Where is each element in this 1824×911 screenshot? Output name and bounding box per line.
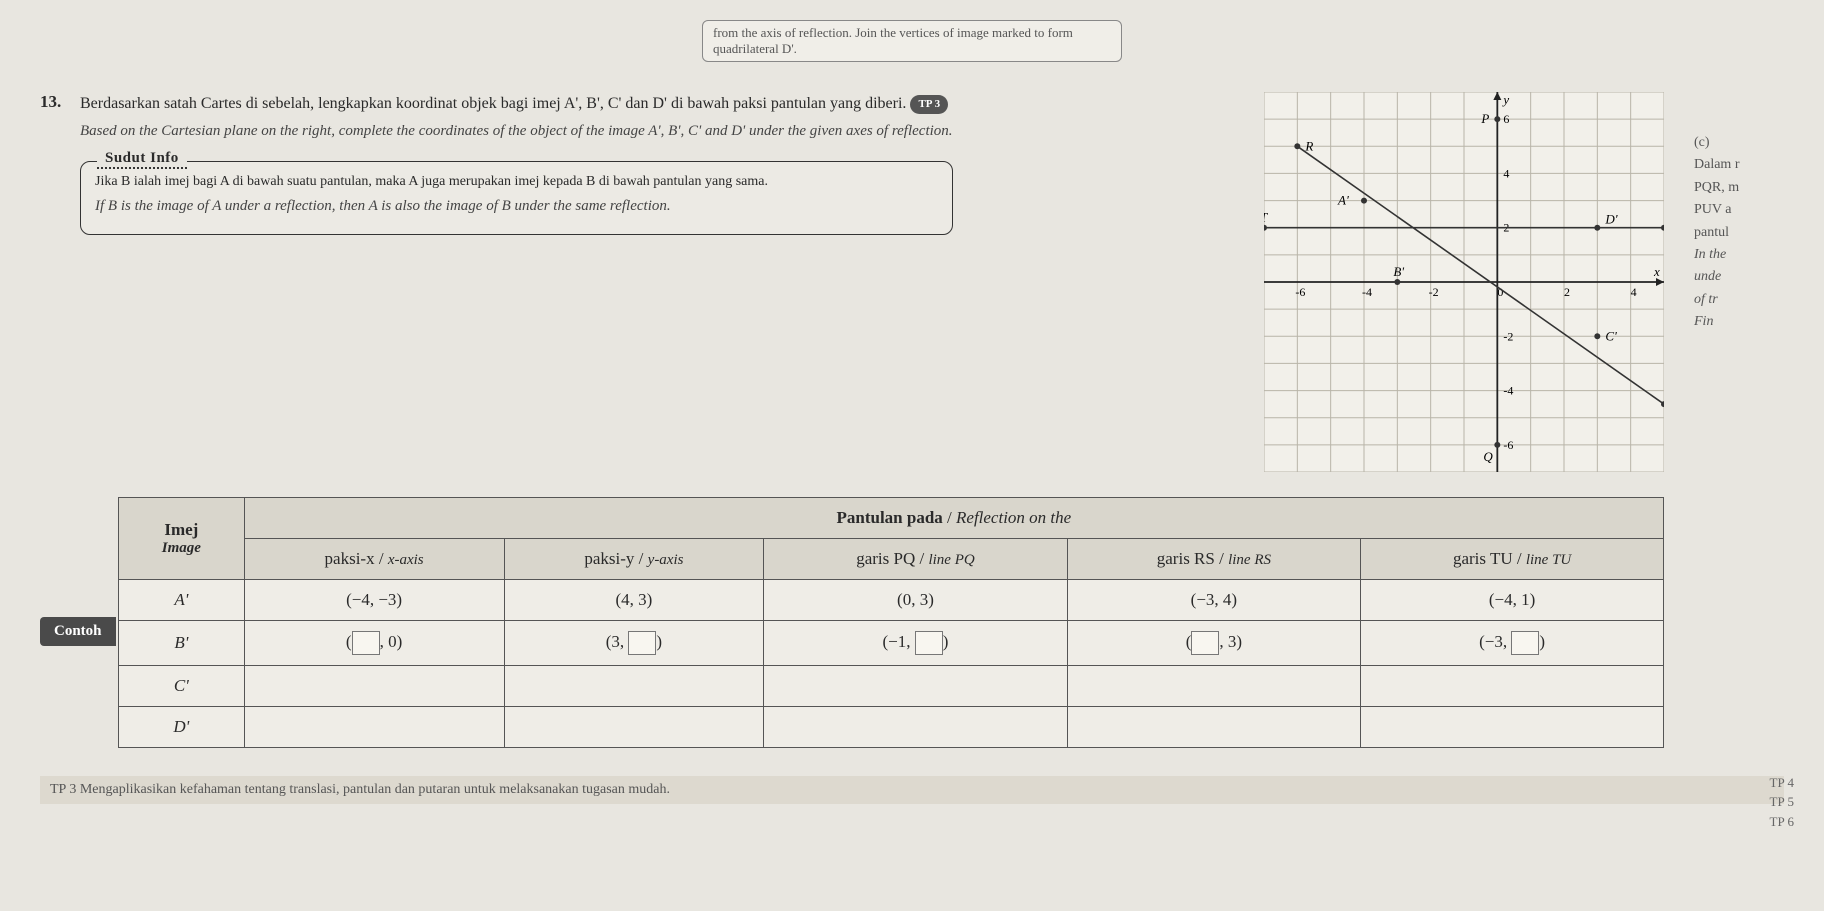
row-label: B' — [119, 621, 245, 666]
question-english: Based on the Cartesian plane on the righ… — [80, 120, 953, 143]
svg-text:B': B' — [1393, 264, 1404, 279]
question-column: 13. Berdasarkan satah Cartes di sebelah,… — [40, 92, 1234, 235]
graph-column: xy-6-4-2024-6-4-2246PQRSTUA'B'C'D' — [1264, 92, 1664, 477]
row-label: A' — [119, 580, 245, 621]
sudut-english: If B is the image of A under a reflectio… — [95, 196, 938, 218]
row-label: C' — [119, 666, 245, 707]
svg-text:-4: -4 — [1503, 384, 1513, 398]
svg-text:A': A' — [1337, 193, 1349, 208]
rm-l5: In the — [1694, 244, 1784, 266]
svg-text:C': C' — [1605, 328, 1617, 343]
cell — [1067, 707, 1361, 748]
th-col-4: garis TU / line TU — [1361, 539, 1664, 580]
svg-text:T: T — [1264, 210, 1268, 225]
svg-text:-6: -6 — [1503, 438, 1513, 452]
rm-l4: pantul — [1694, 222, 1784, 244]
svg-text:4: 4 — [1503, 166, 1509, 180]
table-row: C' — [119, 666, 1664, 707]
table-row: B'(, 0)(3, )(−1, )(, 3)(−3, ) — [119, 621, 1664, 666]
svg-text:4: 4 — [1631, 285, 1637, 299]
rm-l7: of tr — [1694, 289, 1784, 311]
cell — [764, 707, 1067, 748]
blank-box[interactable] — [352, 631, 380, 655]
th-col-2: garis PQ / line PQ — [764, 539, 1067, 580]
sudut-malay: Jika B ialah imej bagi A di bawah suatu … — [95, 172, 938, 192]
cell — [504, 666, 764, 707]
th-col-1: paksi-y / y-axis — [504, 539, 764, 580]
footer-note: TP 3 Mengaplikasikan kefahaman tentang t… — [40, 776, 1784, 804]
blank-box[interactable] — [1191, 631, 1219, 655]
contoh-label: Contoh — [40, 617, 116, 646]
svg-text:2: 2 — [1564, 285, 1570, 299]
th-reflection-header: Pantulan pada / Reflection on the — [244, 498, 1663, 539]
cell: (, 3) — [1067, 621, 1361, 666]
cell: (4, 3) — [504, 580, 764, 621]
cell — [244, 707, 504, 748]
cell — [1361, 707, 1664, 748]
cell: (−4, −3) — [244, 580, 504, 621]
th-imej: Imej Image — [119, 498, 245, 580]
svg-text:-4: -4 — [1362, 285, 1372, 299]
cell: (−4, 1) — [1361, 580, 1664, 621]
rm-l8: Fin — [1694, 311, 1784, 333]
svg-text:R: R — [1304, 138, 1313, 153]
cell: (−3, 4) — [1067, 580, 1361, 621]
cell: (−1, ) — [764, 621, 1067, 666]
row-label: D' — [119, 707, 245, 748]
rm-l3: PUV a — [1694, 199, 1784, 221]
cell — [244, 666, 504, 707]
blank-box[interactable] — [1511, 631, 1539, 655]
answer-table: Imej Image Pantulan pada / Reflection on… — [118, 497, 1664, 748]
svg-text:-6: -6 — [1295, 285, 1305, 299]
right-margin-snippet: (c) Dalam r PQR, m PUV a pantul In the u… — [1694, 92, 1784, 334]
cell — [1067, 666, 1361, 707]
svg-text:y: y — [1501, 92, 1509, 107]
cell: (, 0) — [244, 621, 504, 666]
table-wrapper: Contoh Imej Image Pantulan pada / Reflec… — [118, 497, 1664, 748]
blank-box[interactable] — [915, 631, 943, 655]
top-instruction-text: from the axis of reflection. Join the ve… — [713, 25, 1073, 56]
rm-c: (c) — [1694, 132, 1784, 154]
cell — [504, 707, 764, 748]
svg-text:-2: -2 — [1503, 329, 1513, 343]
rm-l2: PQR, m — [1694, 177, 1784, 199]
rm-l6: unde — [1694, 266, 1784, 288]
tp-badge: TP 3 — [910, 95, 948, 114]
th-reflection-main: Pantulan pada — [836, 508, 942, 527]
th-imej-sub: Image — [127, 540, 236, 557]
tp5: TP 5 — [1770, 792, 1794, 812]
cell: (−3, ) — [1361, 621, 1664, 666]
cell — [1361, 666, 1664, 707]
question-malay: Berdasarkan satah Cartes di sebelah, len… — [80, 95, 906, 112]
tp6: TP 6 — [1770, 812, 1794, 832]
th-col-3: garis RS / line RS — [1067, 539, 1361, 580]
table-row: A'(−4, −3)(4, 3)(0, 3)(−3, 4)(−4, 1) — [119, 580, 1664, 621]
svg-text:x: x — [1653, 264, 1660, 279]
cell — [764, 666, 1067, 707]
main-content-row: 13. Berdasarkan satah Cartes di sebelah,… — [40, 92, 1784, 477]
cell: (0, 3) — [764, 580, 1067, 621]
th-reflection-sub: Reflection on the — [956, 508, 1071, 527]
tp-side-labels: TP 4 TP 5 TP 6 — [1770, 773, 1794, 832]
blank-box[interactable] — [628, 631, 656, 655]
th-imej-main: Imej — [164, 520, 198, 539]
top-instruction-row: from the axis of reflection. Join the ve… — [40, 20, 1784, 62]
svg-text:6: 6 — [1503, 112, 1509, 126]
question-body: Berdasarkan satah Cartes di sebelah, len… — [80, 92, 953, 235]
tp4: TP 4 — [1770, 773, 1794, 793]
svg-text:Q: Q — [1483, 449, 1493, 464]
svg-text:D': D' — [1604, 212, 1617, 227]
sudut-info-box: Sudut Info Jika B ialah imej bagi A di b… — [80, 161, 953, 235]
cell: (3, ) — [504, 621, 764, 666]
question-number: 13. — [40, 92, 68, 235]
th-col-0: paksi-x / x-axis — [244, 539, 504, 580]
svg-text:-2: -2 — [1429, 285, 1439, 299]
top-instruction-box: from the axis of reflection. Join the ve… — [702, 20, 1122, 62]
rm-l1: Dalam r — [1694, 154, 1784, 176]
table-row: D' — [119, 707, 1664, 748]
cartesian-graph: xy-6-4-2024-6-4-2246PQRSTUA'B'C'D' — [1264, 92, 1664, 472]
svg-text:P: P — [1480, 111, 1489, 126]
sudut-title: Sudut Info — [97, 150, 187, 169]
